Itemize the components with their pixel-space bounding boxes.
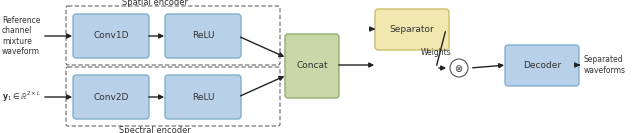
FancyBboxPatch shape	[165, 75, 241, 119]
Text: Conv2D: Conv2D	[93, 92, 129, 101]
FancyBboxPatch shape	[73, 75, 149, 119]
FancyBboxPatch shape	[285, 34, 339, 98]
Text: Separated
waveforms: Separated waveforms	[584, 55, 626, 75]
Text: Reference
channel
mixture
waveform: Reference channel mixture waveform	[2, 16, 40, 56]
FancyBboxPatch shape	[505, 45, 579, 86]
FancyBboxPatch shape	[73, 14, 149, 58]
Text: ReLU: ReLU	[192, 32, 214, 41]
FancyBboxPatch shape	[375, 9, 449, 50]
Text: Separator: Separator	[390, 25, 435, 34]
Text: Decoder: Decoder	[523, 61, 561, 70]
Text: Conv1D: Conv1D	[93, 32, 129, 41]
Text: Weights: Weights	[420, 48, 451, 57]
Text: Spatial encoder: Spatial encoder	[122, 0, 188, 7]
Text: Concat: Concat	[296, 61, 328, 70]
Text: $\mathbf{y}_1 \in \mathbb{R}^{2 \times L}$: $\mathbf{y}_1 \in \mathbb{R}^{2 \times L…	[2, 90, 41, 104]
Text: $\otimes$: $\otimes$	[454, 63, 463, 74]
Text: ReLU: ReLU	[192, 92, 214, 101]
Text: Spectral encoder: Spectral encoder	[119, 126, 191, 133]
Circle shape	[450, 59, 468, 77]
FancyBboxPatch shape	[165, 14, 241, 58]
